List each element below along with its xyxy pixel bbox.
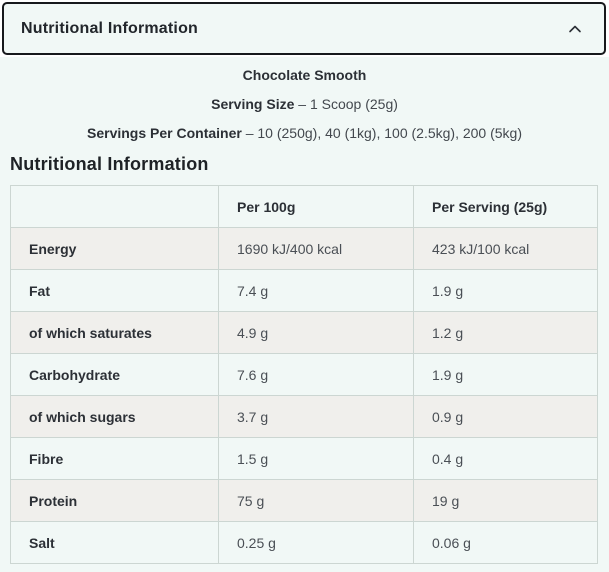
column-header-per-serving: Per Serving (25g): [413, 185, 598, 228]
row-value-perserving: 1.9 g: [413, 353, 598, 396]
table-row-fat: Fat 7.4 g 1.9 g: [10, 269, 598, 312]
nutrition-table: Per 100g Per Serving (25g) Energy 1690 k…: [10, 185, 598, 564]
row-label: Protein: [10, 479, 219, 522]
row-value-per100g: 4.9 g: [218, 311, 414, 354]
row-value-per100g: 0.25 g: [218, 521, 414, 564]
column-header-blank: [10, 185, 219, 228]
serving-size-label: Serving Size: [211, 96, 295, 112]
row-value-perserving: 1.9 g: [413, 269, 598, 312]
row-value-per100g: 75 g: [218, 479, 414, 522]
row-value-per100g: 7.6 g: [218, 353, 414, 396]
servings-per-container-line: Servings Per Container – 10 (250g), 40 (…: [0, 123, 609, 143]
row-label: of which sugars: [10, 395, 219, 438]
row-label: Energy: [10, 227, 219, 270]
row-value-perserving: 423 kJ/100 kcal: [413, 227, 598, 270]
serving-size-line: Serving Size – 1 Scoop (25g): [0, 94, 609, 114]
table-row-energy: Energy 1690 kJ/400 kcal 423 kJ/100 kcal: [10, 227, 598, 270]
flavour-name: Chocolate Smooth: [242, 67, 367, 83]
row-label: Fat: [10, 269, 219, 312]
table-row-saturates: of which saturates 4.9 g 1.2 g: [10, 311, 598, 354]
flavour-line: Chocolate Smooth: [0, 65, 609, 85]
row-value-perserving: 19 g: [413, 479, 598, 522]
row-label: Salt: [10, 521, 219, 564]
row-value-per100g: 1.5 g: [218, 437, 414, 480]
chevron-up-icon: [568, 24, 582, 34]
row-value-per100g: 3.7 g: [218, 395, 414, 438]
accordion-panel: Chocolate Smooth Serving Size – 1 Scoop …: [0, 57, 609, 572]
column-header-per-100g: Per 100g: [218, 185, 414, 228]
serving-size-value: – 1 Scoop (25g): [298, 96, 398, 112]
table-row-fibre: Fibre 1.5 g 0.4 g: [10, 437, 598, 480]
row-value-perserving: 0.4 g: [413, 437, 598, 480]
servings-per-container-label: Servings Per Container: [87, 125, 242, 141]
accordion-header-nutritional-information[interactable]: Nutritional Information: [2, 2, 606, 55]
table-header-row: Per 100g Per Serving (25g): [10, 185, 598, 228]
row-label: of which saturates: [10, 311, 219, 354]
accordion-title: Nutritional Information: [21, 19, 199, 37]
row-value-perserving: 0.06 g: [413, 521, 598, 564]
row-label: Fibre: [10, 437, 219, 480]
table-row-protein: Protein 75 g 19 g: [10, 479, 598, 522]
row-label: Carbohydrate: [10, 353, 219, 396]
row-value-perserving: 1.2 g: [413, 311, 598, 354]
table-row-sugars: of which sugars 3.7 g 0.9 g: [10, 395, 598, 438]
servings-per-container-value: – 10 (250g), 40 (1kg), 100 (2.5kg), 200 …: [245, 125, 522, 141]
table-row-salt: Salt 0.25 g 0.06 g: [10, 521, 598, 564]
row-value-per100g: 7.4 g: [218, 269, 414, 312]
row-value-perserving: 0.9 g: [413, 395, 598, 438]
row-value-per100g: 1690 kJ/400 kcal: [218, 227, 414, 270]
section-heading: Nutritional Information: [10, 154, 209, 174]
table-row-carbohydrate: Carbohydrate 7.6 g 1.9 g: [10, 353, 598, 396]
